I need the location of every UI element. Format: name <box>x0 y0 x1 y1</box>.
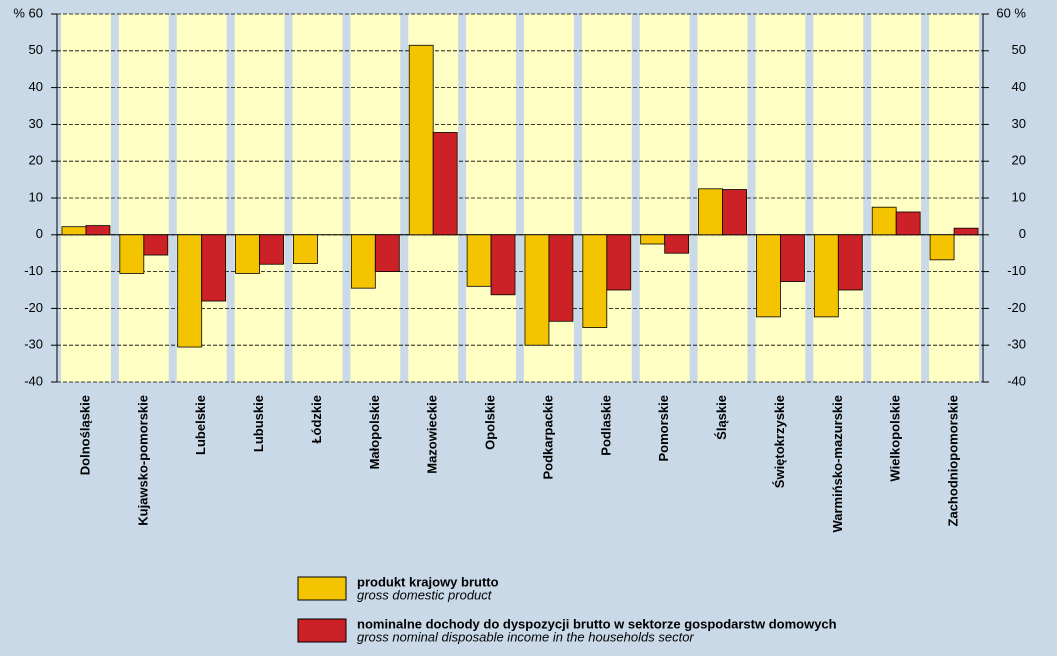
bar <box>466 234 492 287</box>
bar <box>813 234 839 318</box>
bar <box>582 234 608 328</box>
category-band <box>61 14 111 382</box>
x-tick-label: Podkarpackie <box>540 395 555 480</box>
bar <box>61 226 87 236</box>
bar <box>895 211 921 236</box>
y2-tick-label: 50 <box>1012 42 1026 57</box>
y-tick-label: -40 <box>24 373 43 388</box>
y2-tick-label: -40 <box>1007 373 1026 388</box>
y2-tick-label: 30 <box>1012 116 1026 131</box>
category-band <box>871 14 922 382</box>
bar <box>490 234 516 296</box>
bar <box>119 234 145 274</box>
y-tick-label: -10 <box>24 263 43 278</box>
legend-label: nominalne dochody do dyspozycji brutto w… <box>357 616 837 631</box>
x-tick-label: Warmińsko-mazurskie <box>830 395 845 533</box>
x-tick-label: Kujawsko-pomorskie <box>135 395 150 526</box>
bar <box>722 189 747 236</box>
legend-label: produkt krajowy brutto <box>357 574 499 589</box>
x-tick-label: Śląskie <box>714 395 729 440</box>
bar <box>374 234 400 273</box>
x-tick-label: Opolskie <box>483 395 498 450</box>
y-tick-label: 40 <box>29 79 43 94</box>
y-tick-label: 0 <box>36 226 43 241</box>
x-tick-label: Zachodniopomorskie <box>946 395 961 526</box>
y-tick-label: % 60 <box>13 5 43 20</box>
bar <box>350 234 376 289</box>
x-tick-label: Łódzkie <box>309 395 324 443</box>
y-tick-label: -30 <box>24 337 43 352</box>
bar <box>259 234 284 265</box>
legend-swatch <box>297 618 347 643</box>
x-tick-label: Lubuskie <box>251 395 266 452</box>
bar <box>953 227 979 236</box>
bar <box>177 234 203 348</box>
y2-tick-label: 0 <box>1019 226 1026 241</box>
y2-tick-label: -10 <box>1007 263 1026 278</box>
bar <box>640 234 666 245</box>
y2-tick-label: -20 <box>1007 300 1026 315</box>
y2-tick-label: 20 <box>1012 153 1026 168</box>
x-tick-label: Wielkopolskie <box>888 395 903 482</box>
bar <box>664 234 690 254</box>
x-tick-label: Pomorskie <box>656 395 671 461</box>
y2-tick-label: 10 <box>1012 189 1026 204</box>
x-tick-label: Lubelskie <box>193 395 208 455</box>
x-tick-label: Podlaskie <box>598 395 613 456</box>
bar <box>201 234 227 302</box>
bar <box>235 234 260 274</box>
legend-sublabel: gross nominal disposable income in the h… <box>357 629 694 644</box>
bar <box>293 234 318 264</box>
bar <box>756 234 781 318</box>
bar <box>85 225 111 236</box>
x-tick-label: Małopolskie <box>367 395 382 469</box>
y-tick-label: -20 <box>24 300 43 315</box>
legend-swatch <box>297 576 347 601</box>
legend-sublabel: gross domestic product <box>357 587 493 602</box>
y-tick-label: 10 <box>29 189 43 204</box>
bar <box>871 206 897 236</box>
category-band <box>234 14 285 382</box>
y-tick-label: 50 <box>29 42 43 57</box>
y2-tick-label: 60 % <box>996 5 1026 20</box>
x-tick-label: Świętokrzyskie <box>772 395 787 488</box>
x-tick-label: Mazowieckie <box>425 395 440 474</box>
bar <box>408 44 434 236</box>
y2-tick-label: 40 <box>1012 79 1026 94</box>
bar <box>929 234 955 261</box>
bar <box>143 234 169 256</box>
bar <box>606 234 632 291</box>
bar <box>698 188 723 236</box>
y2-tick-label: -30 <box>1007 337 1026 352</box>
bar <box>524 234 550 346</box>
bar <box>837 234 863 291</box>
y-tick-label: 30 <box>29 116 43 131</box>
bar <box>548 234 574 322</box>
x-tick-label: Dolnośląskie <box>77 395 92 475</box>
bar <box>432 132 458 236</box>
bar <box>780 234 805 282</box>
y-tick-label: 20 <box>29 153 43 168</box>
